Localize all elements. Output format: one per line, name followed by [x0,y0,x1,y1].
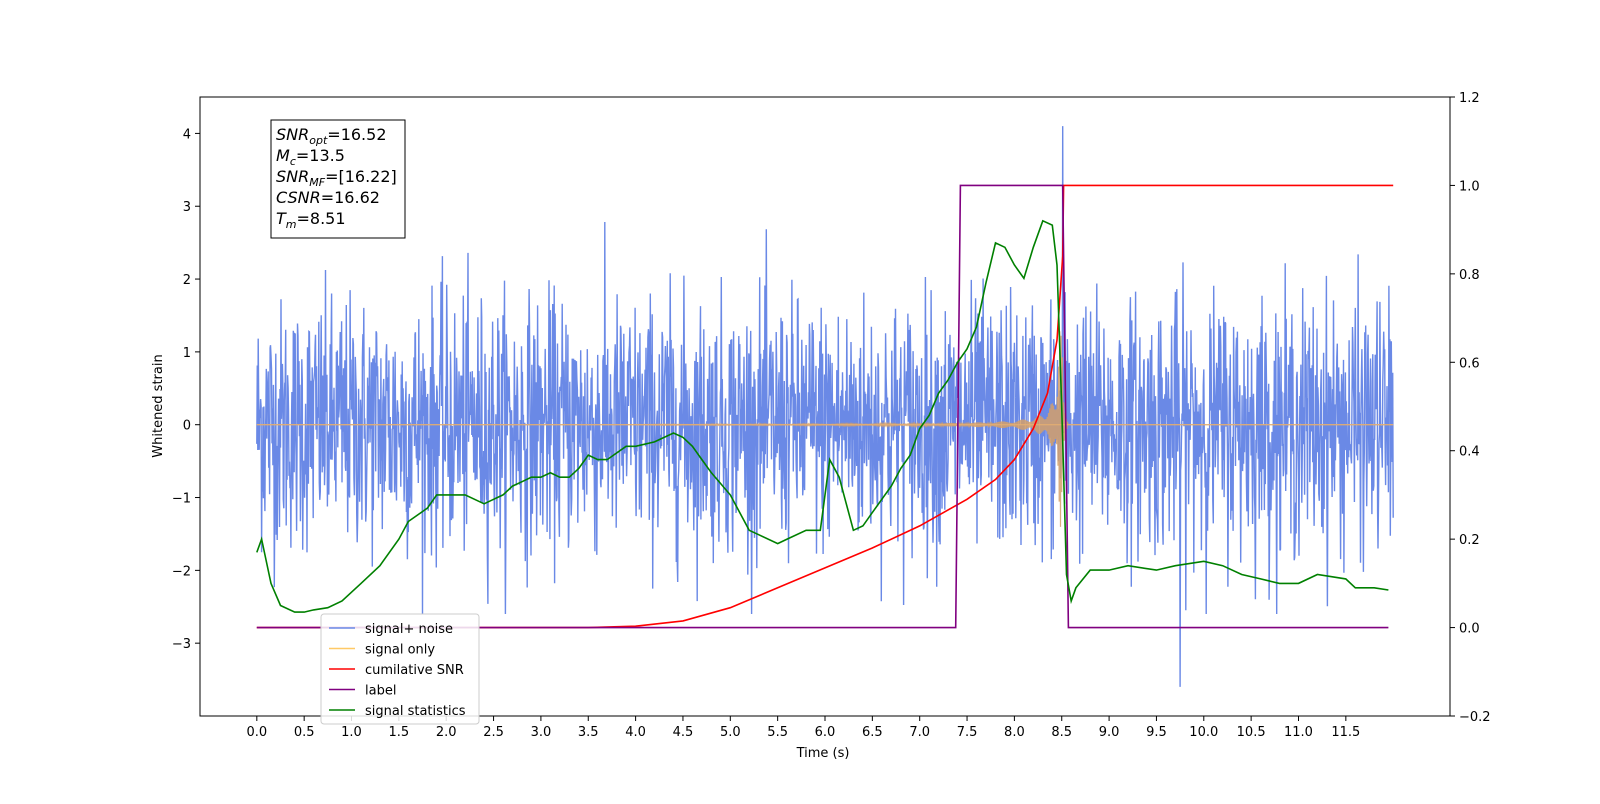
y-right-tick-label: 1.0 [1459,179,1480,194]
x-tick-label: 2.5 [483,725,504,740]
annotation-line: SNRopt=16.52 [276,125,387,147]
x-tick-label: 6.0 [815,725,836,740]
y-left-tick-label: 2 [183,273,191,288]
x-tick-label: 10.0 [1189,725,1218,740]
annotation-line: Tm=8.51 [276,209,346,231]
x-tick-label: 2.0 [436,725,457,740]
x-tick-label: 3.5 [578,725,599,740]
legend-label: cumilative SNR [365,663,464,678]
x-tick-label: 3.0 [531,725,552,740]
x-tick-label: 11.5 [1331,725,1360,740]
x-axis-label: Time (s) [796,746,850,761]
annotation-box: SNRopt=16.52Mc=13.5SNRMF=[16.22]CSNR=16.… [270,119,406,239]
x-tick-label: 10.5 [1237,725,1266,740]
series-signal-statistics [256,219,1389,613]
x-tick-label: 11.0 [1284,725,1313,740]
x-tick-label: 4.5 [673,725,694,740]
legend-label: signal+ noise [365,622,453,637]
x-tick-label: 5.0 [720,725,741,740]
x-tick-label: 9.0 [1099,725,1120,740]
y-left-tick-label: 4 [183,127,191,142]
y-right-tick-label: 1.2 [1459,91,1480,106]
x-tick-label: 8.0 [1004,725,1025,740]
y-right-tick-label: 0.6 [1459,356,1480,371]
x-tick-label: 1.5 [389,725,410,740]
y-right-tick-label: 0.0 [1459,622,1480,637]
x-tick-label: 0.0 [246,725,267,740]
legend-label: signal only [365,643,435,658]
series-signal-noise [256,126,1394,687]
annotation-line: CSNR=16.62 [276,188,380,207]
y-left-tick-label: 3 [183,200,191,215]
y-left-tick-label: 0 [183,419,191,434]
y-right-tick-label: 0.4 [1459,445,1480,460]
x-tick-label: 9.5 [1146,725,1167,740]
series-cumulative-snr [256,184,1394,629]
y-right-tick-label: −0.2 [1459,710,1491,725]
legend-label: label [365,684,396,699]
series-layer [256,126,1394,687]
y-left-tick-label: −3 [172,637,191,652]
x-tick-label: 1.0 [341,725,362,740]
series-label [256,184,1389,629]
y-axis-label: Whitened strain [151,354,166,457]
annotation-frame [270,119,406,239]
legend: signal+ noise signal only cumilative SNR la… [320,613,480,725]
annotation-line: Mc=13.5 [276,146,345,168]
x-tick-label: 7.5 [957,725,978,740]
axes-layer: 0.0 0.5 1.0 1.5 2.0 2.5 3.0 3.5 4.0 4.5 5.0 5.5 6.0 6… [172,91,1491,740]
y-right-tick-label: 0.8 [1459,268,1480,283]
x-tick-label: 7.0 [909,725,930,740]
y-left-tick-label: −2 [172,564,191,579]
x-tick-label: 4.0 [625,725,646,740]
y-left-tick-label: −1 [172,492,191,507]
legend-frame [320,613,480,725]
y-right-tick-label: 0.2 [1459,533,1480,548]
annotation-line: SNRMF=[16.22] [276,167,397,189]
x-tick-label: 6.5 [862,725,883,740]
x-tick-label: 8.5 [1051,725,1072,740]
x-tick-label: 5.5 [767,725,788,740]
legend-label: signal statistics [365,704,466,719]
x-tick-label: 0.5 [294,725,315,740]
y-left-tick-label: 1 [183,346,191,361]
